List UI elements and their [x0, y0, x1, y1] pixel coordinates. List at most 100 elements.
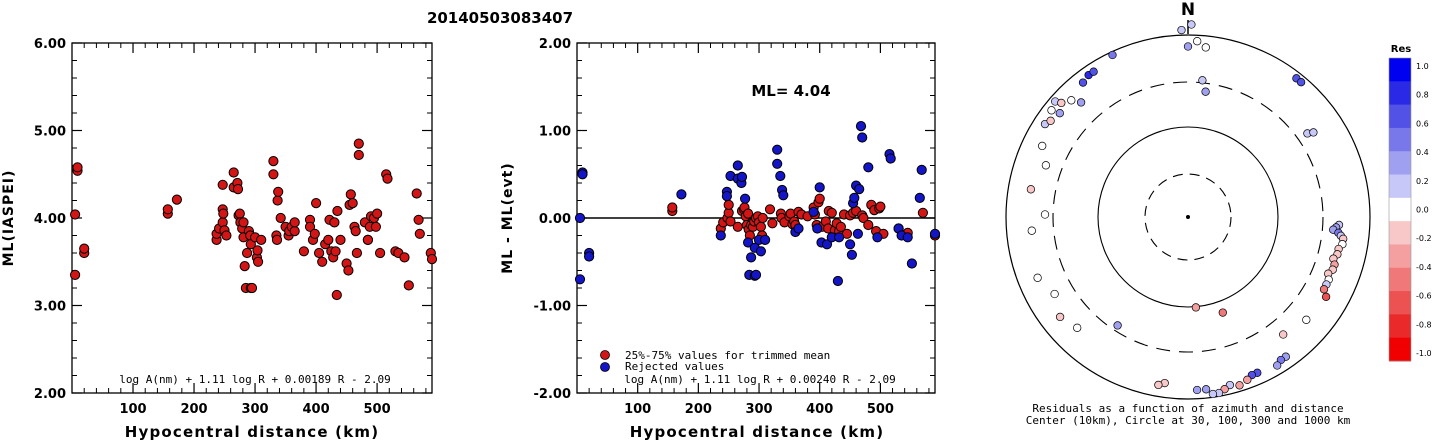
y-tick-label: 2.00: [539, 37, 571, 52]
station-residual-point: [1076, 98, 1086, 107]
station-residual-point: [1192, 385, 1202, 395]
data-point: [812, 223, 823, 234]
data-point: [70, 209, 81, 220]
colorbar-swatch: [1389, 267, 1411, 292]
p2-y-axis-label: ML - ML(evt): [500, 162, 516, 273]
data-point: [775, 170, 786, 182]
station-residual-point: [1038, 141, 1047, 151]
x-tick-label: 300: [241, 402, 268, 417]
data-point: [902, 232, 913, 243]
data-point: [821, 239, 833, 250]
p1-x-axis-label: Hypocentral distance (km): [125, 423, 380, 441]
p2-formula: log A(nm) + 1.11 log R + 0.00240 R - 2.0…: [624, 373, 896, 386]
data-point: [268, 156, 279, 167]
station-residual-point: [1201, 385, 1211, 394]
data-point: [323, 234, 334, 245]
data-point: [218, 208, 229, 219]
station-residual-point: [1154, 380, 1163, 390]
data-point: [826, 207, 837, 218]
data-point: [743, 237, 754, 248]
data-point: [335, 234, 346, 245]
colorbar-tick-label: -0.8: [1416, 320, 1432, 329]
data-point: [852, 228, 864, 239]
data-point: [772, 158, 783, 169]
station-residual-point: [1027, 226, 1036, 235]
p1-ticks: 2.00 3.00 4.00 5.00 6.00 100 200 300 400 500: [34, 37, 432, 417]
data-point: [732, 160, 743, 171]
data-point: [854, 184, 865, 195]
circle-1000km: [1005, 34, 1371, 400]
data-point: [743, 208, 754, 219]
p2-points: [574, 121, 941, 287]
y-tick-label: -2.00: [534, 387, 571, 402]
station-residual-point: [1046, 116, 1055, 125]
data-point: [574, 274, 586, 285]
station-residual-point: [1220, 385, 1229, 394]
colorbar-swatch: [1389, 104, 1411, 129]
data-point: [764, 204, 776, 215]
station-residual-point: [1108, 50, 1117, 60]
station-residual-point: [1177, 25, 1186, 35]
data-point: [314, 247, 325, 259]
x-tick-label: 500: [867, 402, 894, 417]
y-tick-label: 2.00: [34, 387, 66, 402]
data-point: [767, 218, 778, 229]
station-residual-point: [1201, 43, 1210, 52]
data-point: [750, 269, 762, 280]
station-residual-point: [1040, 210, 1050, 219]
data-point: [162, 204, 173, 215]
polar-caption-line2: Center (10km), Circle at 30, 100, 300 an…: [1026, 414, 1351, 427]
data-point: [403, 280, 414, 291]
x-tick-label: 300: [745, 402, 772, 417]
data-point: [332, 205, 343, 217]
data-point: [399, 252, 410, 263]
data-point: [330, 246, 341, 257]
data-point: [849, 192, 860, 203]
colorbar-swatch: [1389, 151, 1411, 176]
data-point: [289, 217, 300, 228]
station-residual-point: [1309, 128, 1318, 137]
station-residual-point: [1273, 361, 1282, 370]
colorbar-tick-label: 0.4: [1416, 148, 1429, 157]
station-residual-point: [1050, 289, 1059, 299]
data-point: [298, 246, 309, 257]
data-point: [914, 192, 925, 203]
data-point: [329, 217, 340, 228]
colorbar-tick-label: -0.4: [1416, 263, 1432, 272]
data-point: [906, 258, 918, 269]
data-point: [311, 198, 322, 209]
data-point: [574, 212, 586, 224]
residual-colorbar: Res 1.0 0.8 0.6 0.4 0.2 0.0 -0.2 -0.4 -0.6 -0.8 -1…: [1388, 44, 1432, 362]
y-tick-label: 1.00: [539, 125, 571, 140]
colorbar-tick-label: 0.2: [1416, 177, 1429, 186]
data-point: [875, 201, 886, 212]
data-point: [755, 221, 767, 232]
colorbar-swatch: [1389, 291, 1411, 315]
colorbar-swatch: [1389, 221, 1411, 245]
y-tick-label: 0.00: [539, 212, 571, 227]
station-residual-point: [1296, 78, 1306, 87]
colorbar-swatch: [1389, 174, 1411, 199]
data-point: [271, 234, 283, 245]
station-residual-point: [1078, 78, 1088, 87]
data-point: [350, 226, 361, 237]
station-residual-point: [1047, 106, 1056, 115]
data-point: [772, 144, 783, 155]
data-point: [577, 169, 588, 180]
north-label: N: [1181, 0, 1195, 20]
x-tick-label: 200: [180, 402, 207, 417]
data-point: [232, 184, 244, 195]
data-point: [857, 132, 868, 143]
legend-rejected-label: Rejected values: [625, 360, 724, 373]
data-point: [70, 269, 81, 280]
data-point: [885, 153, 896, 164]
p1-formula: log A(nm) + 1.11 log R + 0.00189 R - 2.0…: [119, 373, 391, 386]
colorbar-title: Res: [1391, 44, 1411, 55]
station-residual-point: [1193, 37, 1202, 46]
data-point: [345, 189, 356, 200]
colorbar-swatch: [1389, 314, 1411, 339]
data-point: [413, 214, 424, 225]
data-point: [667, 202, 678, 213]
p2-x-axis-label: Hypocentral distance (km): [630, 423, 885, 441]
